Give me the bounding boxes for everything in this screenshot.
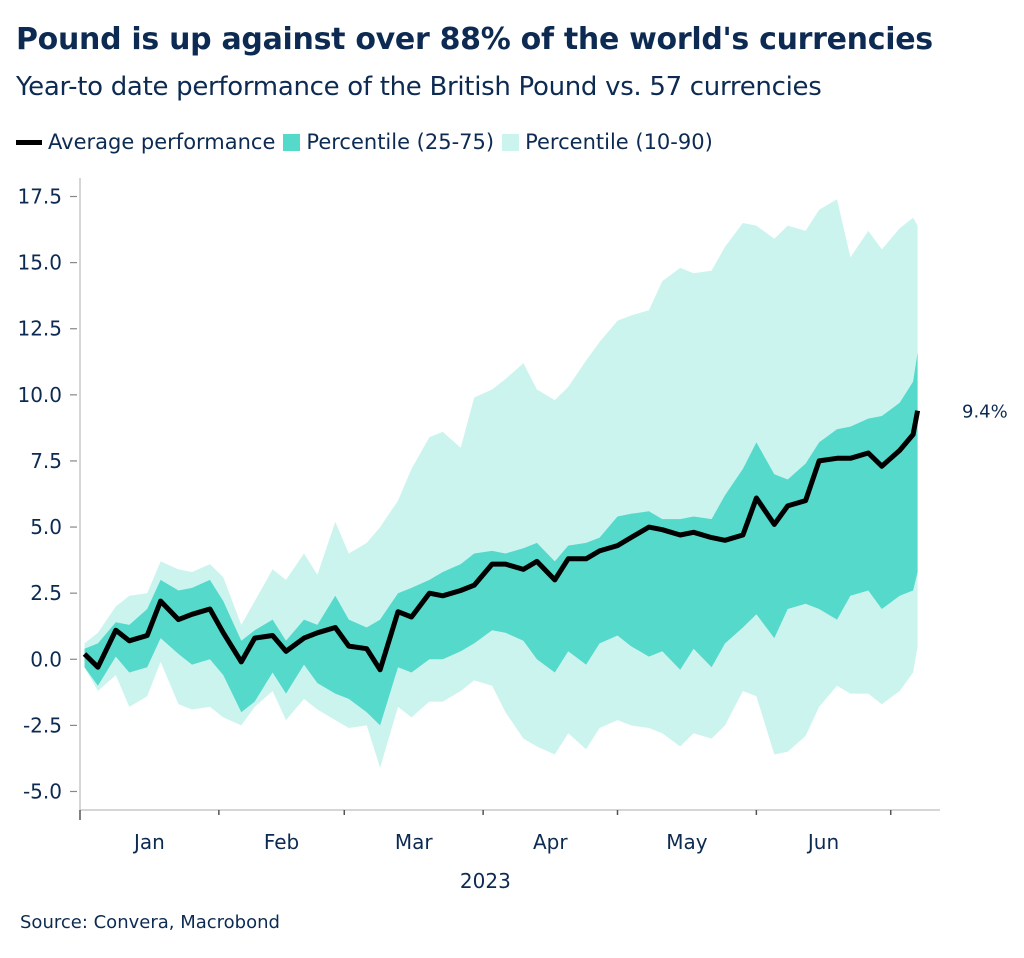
y-tick-label: 10.0 [17,383,62,407]
legend-swatch-p25-75 [283,133,301,151]
y-tick-label: -2.5 [23,713,62,737]
legend-label-p25-75: Percentile (25-75) [306,130,495,154]
y-tick-label: 15.0 [17,251,62,275]
legend-label-average: Average performance [48,130,276,154]
x-month-label: Jun [806,830,839,854]
average-line [82,410,921,673]
source-note: Source: Convera, Macrobond [20,912,280,933]
legend-item-p25-75: Percentile (25-75) [283,130,494,154]
y-tick-label: 5.0 [30,515,62,539]
y-tick-label: 7.5 [30,449,62,473]
end-value-label: 9.4% [962,402,1008,423]
chart-subtitle: Year-to date performance of the British … [16,72,822,102]
legend: Average performance Percentile (25-75) P… [16,130,721,154]
y-tick-label: 2.5 [30,581,62,605]
legend-label-p10-90: Percentile (10-90) [525,130,713,154]
band-p25-75 [84,352,918,726]
chart-title: Pound is up against over 88% of the worl… [16,22,933,57]
x-month-label: Apr [533,830,568,854]
y-tick-label: 17.5 [17,185,62,209]
y-tick-label: 12.5 [17,317,62,341]
x-month-label: Feb [264,830,299,854]
x-month-label: Jan [132,830,165,854]
x-month-label: Mar [395,830,434,854]
legend-swatch-average [16,139,42,145]
legend-item-p10-90: Percentile (10-90) [502,130,713,154]
x-month-label: May [666,830,708,854]
legend-item-average: Average performance [16,130,275,154]
y-tick-label: -5.0 [23,779,62,803]
x-year-label: 2023 [460,869,511,893]
legend-swatch-p10-90 [502,133,520,151]
y-tick-label: 0.0 [30,647,62,671]
